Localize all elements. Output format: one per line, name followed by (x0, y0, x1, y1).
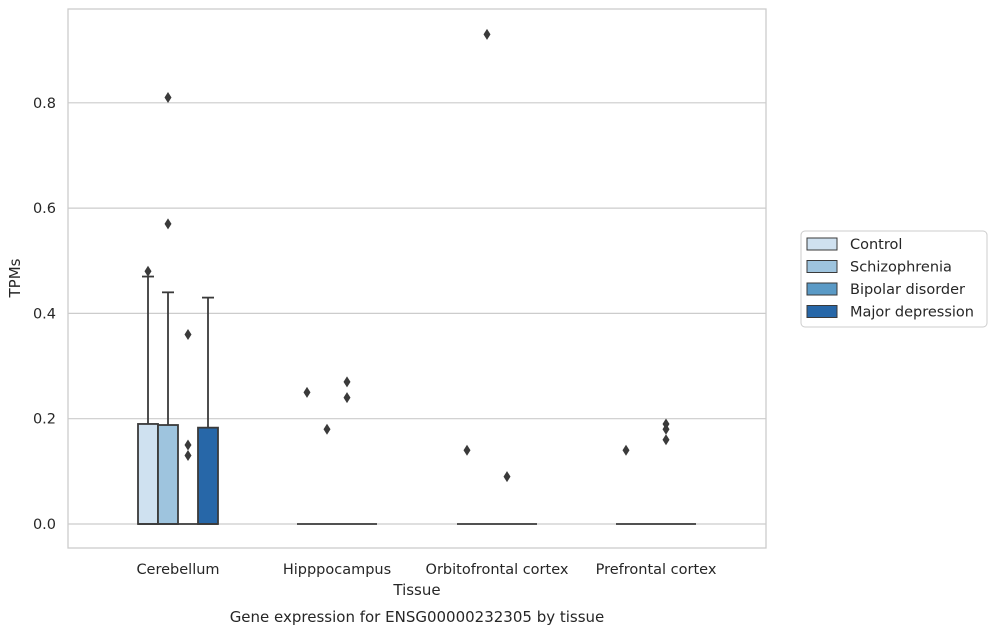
outlier-point (662, 434, 670, 446)
outlier-point (164, 92, 172, 104)
outlier-point (184, 439, 192, 451)
x-tick-label: Cerebellum (136, 562, 219, 578)
legend-label: Schizophrenia (850, 260, 952, 276)
x-tick-label: Orbitofrontal cortex (426, 562, 569, 578)
plot-frame (67, 8, 767, 549)
y-tick-label: 0.2 (33, 412, 56, 428)
y-axis-label: TPMs (6, 258, 24, 298)
y-tick-labels: 0.0 0.2 0.4 0.6 0.8 (33, 96, 56, 533)
outlier-point (662, 418, 670, 430)
outlier-point (323, 423, 331, 435)
box (137, 423, 159, 525)
outlier-point (164, 218, 172, 230)
plot-marks (137, 28, 696, 525)
outlier-point (184, 328, 192, 340)
outlier-point (184, 450, 192, 462)
outlier-point (303, 386, 311, 398)
y-tick-label: 0.0 (33, 517, 56, 533)
legend: Control Schizophrenia Bipolar disorder Majo… (800, 230, 988, 328)
legend-label: Bipolar disorder (850, 282, 965, 298)
box (197, 426, 219, 525)
legend-swatch (806, 282, 838, 296)
legend-swatch (806, 237, 838, 251)
x-axis-label: Tissue (392, 581, 440, 599)
legend-swatch (806, 305, 838, 318)
legend-label: Major depression (850, 305, 974, 321)
outlier-point (463, 444, 471, 456)
legend-frame (800, 230, 988, 328)
y-tick-label: 0.4 (33, 306, 56, 322)
outlier-point (144, 265, 152, 277)
outlier-point (622, 444, 630, 456)
outlier-point (343, 376, 351, 388)
box (157, 424, 179, 525)
outlier-point (503, 471, 511, 483)
x-tick-label: Prefrontal cortex (596, 562, 717, 578)
outlier-point (483, 28, 491, 40)
y-tick-label: 0.8 (33, 96, 56, 112)
legend-label: Control (850, 237, 902, 253)
x-tick-labels: Cerebellum Hipppocampus Orbitofrontal cort… (136, 562, 716, 578)
y-tick-label: 0.6 (33, 201, 56, 217)
chart-caption: Gene expression for ENSG00000232305 by t… (230, 608, 605, 626)
legend-swatch (806, 260, 838, 273)
x-tick-label: Hipppocampus (283, 562, 391, 578)
outlier-point (343, 392, 351, 404)
